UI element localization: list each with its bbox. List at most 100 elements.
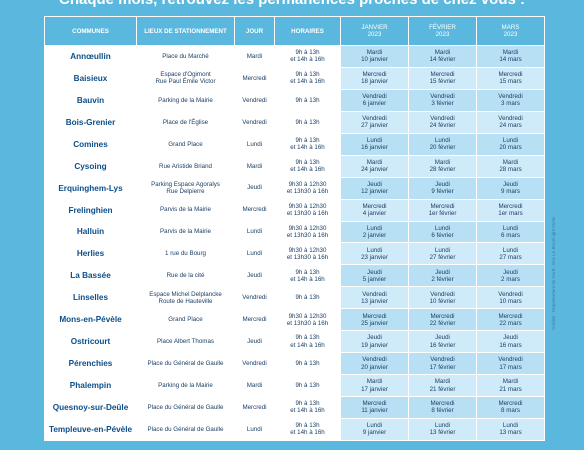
janvier-cell: Mardi 24 janvier xyxy=(340,154,409,178)
horaires-cell-line: 9h à 13h xyxy=(295,158,320,166)
fevrier-cell-line: Vendredi xyxy=(430,115,455,123)
horaires-cell: 9h à 13h xyxy=(274,374,341,397)
horaires-cell: 9h30 à 12h30 et 13h30 à 16h xyxy=(274,176,341,200)
table-row: Pérenchies Place du Général de Gaulle Vend… xyxy=(44,352,545,376)
mars-cell: Mercredi 1er mars xyxy=(476,198,545,222)
mars-cell-line: 20 mars xyxy=(499,144,522,152)
janvier-cell-line: 20 janvier xyxy=(361,363,388,371)
mars-cell-line: 17 mars xyxy=(499,363,522,371)
horaires-cell-line: et 14h à 16h xyxy=(290,78,325,86)
table-header-row: COMMUNES LIEUX DE STATIONNEMENT JOUR HOR… xyxy=(44,16,545,46)
table-row: Halluin Parvis de la Mairie Lundi 9h30 à 12… xyxy=(44,220,545,244)
mars-cell-line: 1er mars xyxy=(498,210,523,218)
fevrier-cell-line: 6 février xyxy=(431,231,454,239)
page-banner: Chaque mois, retrouvez les permanences p… xyxy=(0,0,584,8)
fevrier-cell: Mercredi 22 février xyxy=(408,308,477,332)
mars-cell-line: 28 mars xyxy=(499,166,522,174)
janvier-cell-line: 17 janvier xyxy=(361,385,388,393)
jour-cell: Jeudi xyxy=(234,330,275,354)
fevrier-cell-line: 14 février xyxy=(429,56,456,64)
fevrier-cell-line: 21 février xyxy=(429,385,456,393)
horaires-cell-line: 9h à 13h xyxy=(295,422,320,430)
table-row: Templeuve-en-Pévèle Place du Général de G… xyxy=(44,417,545,441)
fevrier-cell-line: 27 février xyxy=(429,253,456,261)
jour-cell: Mercredi xyxy=(234,396,275,419)
lieu-cell: Place Albert Thomas xyxy=(136,330,235,354)
mars-cell-line: 16 mars xyxy=(499,341,522,349)
jour-cell: Vendredi xyxy=(234,110,275,134)
janvier-cell: Vendredi 27 janvier xyxy=(340,110,409,134)
fevrier-cell: Mercredi 1er février xyxy=(408,198,477,222)
schedule-table: COMMUNES LIEUX DE STATIONNEMENT JOUR HOR… xyxy=(44,16,545,441)
header-janvier: JANVIER 2023 xyxy=(340,16,409,46)
commune-cell: Erquinghem-Lys xyxy=(44,176,137,200)
janvier-cell-line: 16 janvier xyxy=(361,144,388,152)
janvier-cell: Jeudi 5 janvier xyxy=(340,264,409,288)
horaires-cell: 9h à 13h et 14h à 16h xyxy=(274,264,341,288)
mars-cell: Jeudi 9 mars xyxy=(476,176,545,200)
jour-cell: Lundi xyxy=(234,220,275,244)
fevrier-cell-line: 1er février xyxy=(428,210,457,218)
commune-cell: Annœullin xyxy=(44,45,137,68)
janvier-cell-line: 27 janvier xyxy=(361,122,388,130)
mars-cell-line: Vendredi xyxy=(498,93,523,101)
horaires-cell-line: 9h à 13h xyxy=(295,71,320,79)
table-row: Cysoing Rue Aristide Briand Mardi 9h à 13h e… xyxy=(44,154,545,178)
jour-cell: Lundi xyxy=(234,132,275,156)
mars-cell: Mercredi 8 mars xyxy=(476,396,545,419)
janvier-cell-line: Mercredi xyxy=(362,400,387,408)
mars-cell-line: Vendredi xyxy=(498,115,523,123)
janvier-cell: Mercredi 25 janvier xyxy=(340,308,409,332)
fevrier-cell-line: Mercredi xyxy=(430,71,455,79)
horaires-cell: 9h à 13h xyxy=(274,110,341,134)
table-row: Bauvin Parking de la Mairie Vendredi 9h à 1… xyxy=(44,88,545,112)
commune-cell: Halluin xyxy=(44,220,137,244)
fevrier-cell-line: Lundi xyxy=(434,422,451,430)
horaires-cell-line: 9h à 13h xyxy=(295,49,320,57)
lieu-cell-line: Rue Aristide Briand xyxy=(159,162,212,170)
mars-cell: Mercredi 22 mars xyxy=(476,308,545,332)
commune-cell: Comines xyxy=(44,132,137,156)
horaires-cell-line: 9h à 13h xyxy=(295,359,320,367)
janvier-cell: Vendredi 20 janvier xyxy=(340,352,409,376)
fevrier-cell-line: Lundi xyxy=(434,246,451,254)
mars-cell: Vendredi 17 mars xyxy=(476,352,545,376)
janvier-cell-line: 5 janvier xyxy=(362,275,387,283)
horaires-cell-line: 9h à 13h xyxy=(295,381,320,389)
horaires-cell: 9h à 13h et 14h à 16h xyxy=(274,330,341,354)
fevrier-cell-line: Mercredi xyxy=(430,400,455,408)
mars-cell-line: 14 mars xyxy=(499,56,522,64)
fevrier-cell-line: Vendredi xyxy=(430,290,455,298)
fevrier-cell-line: Lundi xyxy=(434,224,451,232)
fevrier-cell: Lundi 13 février xyxy=(408,417,477,441)
table-row: Bois-Grenier Place de l'Église Vendredi 9h … xyxy=(44,110,545,134)
header-janvier-month: JANVIER xyxy=(361,24,388,31)
fevrier-cell: Vendredi 24 février xyxy=(408,110,477,134)
mars-cell-line: 3 mars xyxy=(501,100,520,108)
janvier-cell: Lundi 2 janvier xyxy=(340,220,409,244)
fevrier-cell: Jeudi 2 février xyxy=(408,264,477,288)
horaires-cell: 9h à 13h et 14h à 16h xyxy=(274,154,341,178)
lieu-cell-line: Espace Michel Delplancke xyxy=(149,290,222,298)
janvier-cell-line: Mercredi xyxy=(362,202,387,210)
table-row: Quesnoy-sur-Deûle Place du Général de Gau… xyxy=(44,396,545,419)
janvier-cell-line: Vendredi xyxy=(362,290,387,298)
janvier-cell: Vendredi 6 janvier xyxy=(340,88,409,112)
mars-cell: Mardi 14 mars xyxy=(476,45,545,68)
jour-cell: Vendredi xyxy=(234,286,275,310)
header-mars-month: MARS xyxy=(501,24,520,31)
table-row: Frelinghien Parvis de la Mairie Mercredi 9h… xyxy=(44,198,545,222)
lieu-cell-line: Grand Place xyxy=(168,140,203,148)
commune-cell: La Bassée xyxy=(44,264,137,288)
fevrier-cell: Lundi 27 février xyxy=(408,242,477,266)
lieu-cell-line: Place de l'Église xyxy=(162,118,209,126)
header-fevrier-year: 2023 xyxy=(435,31,450,38)
mars-cell-line: Lundi xyxy=(502,422,519,430)
janvier-cell: Lundi 23 janvier xyxy=(340,242,409,266)
lieu-cell: Place du Général de Gaulle xyxy=(136,417,235,441)
header-fevrier-month: FÉVRIER xyxy=(429,24,456,31)
lieu-cell: Espace d'Ogimont Rue Paul Émile Victor xyxy=(136,66,235,90)
horaires-cell-line: et 14h à 16h xyxy=(290,341,325,349)
janvier-cell-line: 6 janvier xyxy=(362,100,387,108)
table-row: Phalempin Parking de la Mairie Mardi 9h à 1… xyxy=(44,374,545,397)
